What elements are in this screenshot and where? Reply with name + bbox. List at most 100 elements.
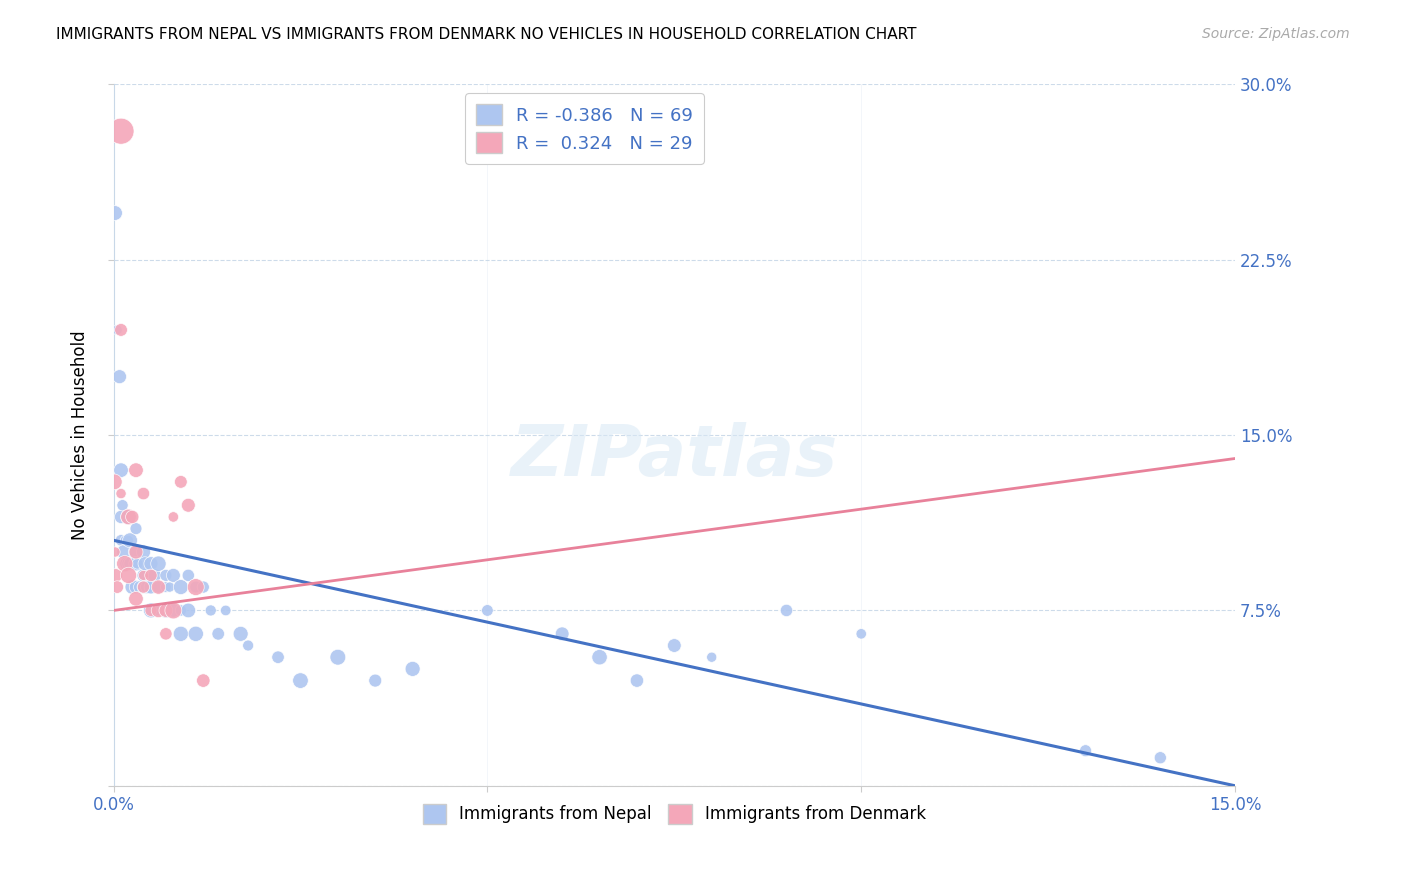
- Y-axis label: No Vehicles in Household: No Vehicles in Household: [72, 330, 89, 540]
- Point: [326, 650, 349, 665]
- Point: [155, 627, 177, 641]
- Point: [148, 603, 170, 617]
- Point: [120, 557, 142, 571]
- Point: [155, 568, 177, 582]
- Point: [132, 545, 155, 559]
- Point: [148, 580, 170, 594]
- Point: [105, 323, 128, 337]
- Point: [125, 580, 148, 594]
- Point: [132, 568, 155, 582]
- Point: [177, 568, 200, 582]
- Point: [588, 650, 610, 665]
- Point: [125, 591, 148, 606]
- Point: [193, 580, 215, 594]
- Point: [112, 545, 135, 559]
- Point: [117, 568, 139, 582]
- Point: [290, 673, 312, 688]
- Point: [132, 568, 155, 582]
- Point: [155, 603, 177, 617]
- Point: [1074, 744, 1097, 758]
- Point: [111, 498, 134, 512]
- Point: [184, 627, 207, 641]
- Point: [177, 498, 200, 512]
- Point: [128, 580, 150, 594]
- Point: [139, 568, 162, 582]
- Point: [139, 603, 162, 617]
- Point: [184, 580, 207, 594]
- Point: [104, 568, 127, 582]
- Point: [184, 580, 207, 594]
- Point: [136, 580, 159, 594]
- Point: [664, 639, 686, 653]
- Point: [551, 627, 574, 641]
- Point: [117, 510, 139, 524]
- Point: [170, 603, 193, 617]
- Point: [103, 475, 125, 489]
- Point: [700, 650, 723, 665]
- Point: [170, 627, 193, 641]
- Point: [132, 486, 155, 500]
- Text: ZIPatlas: ZIPatlas: [510, 422, 838, 491]
- Point: [200, 603, 222, 617]
- Point: [162, 568, 184, 582]
- Point: [110, 463, 132, 477]
- Point: [114, 557, 136, 571]
- Point: [155, 603, 177, 617]
- Point: [477, 603, 499, 617]
- Point: [626, 673, 648, 688]
- Text: IMMIGRANTS FROM NEPAL VS IMMIGRANTS FROM DENMARK NO VEHICLES IN HOUSEHOLD CORREL: IMMIGRANTS FROM NEPAL VS IMMIGRANTS FROM…: [56, 27, 917, 42]
- Point: [162, 603, 184, 617]
- Point: [117, 510, 139, 524]
- Point: [117, 557, 139, 571]
- Point: [110, 533, 132, 548]
- Point: [105, 580, 128, 594]
- Point: [117, 533, 139, 548]
- Point: [207, 627, 229, 641]
- Point: [162, 603, 184, 617]
- Text: Source: ZipAtlas.com: Source: ZipAtlas.com: [1202, 27, 1350, 41]
- Point: [132, 580, 155, 594]
- Point: [114, 533, 136, 548]
- Point: [132, 580, 155, 594]
- Point: [110, 486, 132, 500]
- Point: [127, 557, 149, 571]
- Point: [159, 580, 181, 594]
- Point: [236, 639, 259, 653]
- Point: [125, 557, 148, 571]
- Legend: Immigrants from Nepal, Immigrants from Denmark: Immigrants from Nepal, Immigrants from D…: [412, 794, 936, 833]
- Point: [155, 580, 177, 594]
- Point: [193, 673, 215, 688]
- Point: [170, 475, 193, 489]
- Point: [110, 124, 132, 138]
- Point: [177, 603, 200, 617]
- Point: [267, 650, 290, 665]
- Point: [118, 533, 141, 548]
- Point: [115, 557, 138, 571]
- Point: [139, 603, 162, 617]
- Point: [110, 323, 132, 337]
- Point: [229, 627, 252, 641]
- Point: [134, 557, 156, 571]
- Point: [162, 510, 184, 524]
- Point: [125, 545, 148, 559]
- Point: [110, 510, 132, 524]
- Point: [125, 545, 148, 559]
- Point: [114, 557, 136, 571]
- Point: [775, 603, 797, 617]
- Point: [401, 662, 423, 676]
- Point: [364, 673, 387, 688]
- Point: [143, 568, 166, 582]
- Point: [121, 580, 143, 594]
- Point: [851, 627, 873, 641]
- Point: [215, 603, 238, 617]
- Point: [139, 557, 162, 571]
- Point: [148, 603, 170, 617]
- Point: [104, 206, 127, 220]
- Point: [148, 557, 170, 571]
- Point: [121, 510, 143, 524]
- Point: [125, 463, 148, 477]
- Point: [125, 522, 148, 536]
- Point: [148, 580, 170, 594]
- Point: [1149, 750, 1171, 764]
- Point: [108, 369, 131, 384]
